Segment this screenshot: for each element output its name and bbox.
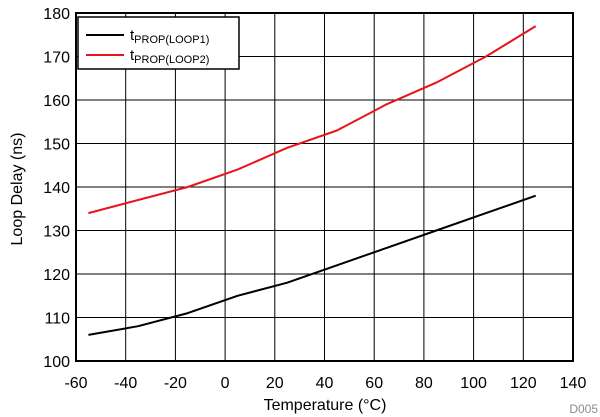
legend: tPROP(LOOP1)tPROP(LOOP2) [77, 16, 240, 70]
legend-label-1: tPROP(LOOP1) [130, 27, 209, 46]
y-tick-label: 130 [43, 224, 70, 241]
x-tick-label: 80 [415, 375, 433, 392]
x-tick-label: 60 [365, 375, 383, 392]
figure-id: D005 [569, 402, 598, 416]
y-tick-label: 140 [43, 180, 70, 197]
legend-label-2: tPROP(LOOP2) [130, 47, 209, 66]
y-tick-label: 100 [43, 354, 70, 371]
series-line-2 [88, 25, 537, 215]
y-axis-title: Loop Delay (ns) [9, 133, 26, 246]
series-line-1 [88, 194, 537, 336]
y-tick-label: 160 [43, 93, 70, 110]
y-tick-label: 150 [43, 137, 70, 154]
legend-box [77, 16, 240, 70]
y-tick-label: 170 [43, 50, 70, 67]
x-axis-title: Temperature (°C) [264, 397, 387, 414]
x-tick-label: 120 [510, 375, 537, 392]
x-tick-label: -60 [64, 375, 87, 392]
series-lines [88, 25, 537, 336]
y-tick-label: 180 [43, 6, 70, 23]
y-tick-label: 110 [44, 311, 70, 328]
x-tick-labels: -60 -40 -20 0 20 40 60 80 100 120 140 [64, 375, 586, 392]
x-tick-label: -20 [164, 375, 187, 392]
y-tick-label: 120 [43, 267, 70, 284]
x-tick-label: 20 [266, 375, 284, 392]
plot-frame [75, 12, 574, 362]
x-tick-label: 100 [460, 375, 487, 392]
x-tick-label: 40 [316, 375, 334, 392]
y-tick-labels: 100 110 120 130 140 150 160 170 180 [43, 6, 70, 371]
x-tick-label: -40 [114, 375, 137, 392]
x-tick-label: 0 [221, 375, 230, 392]
x-tick-label: 140 [560, 375, 587, 392]
